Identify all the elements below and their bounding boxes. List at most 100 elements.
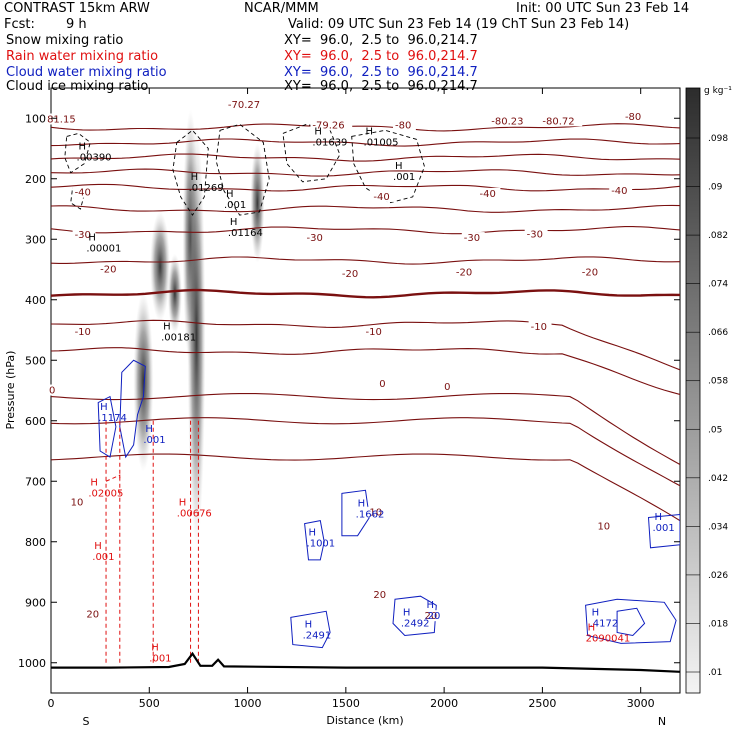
contour-label: 0 (49, 386, 55, 397)
contour-label: -40 (611, 186, 627, 197)
colorbar-tick-label: .082 (708, 231, 728, 241)
x-tick-label: 2500 (528, 697, 556, 710)
y-axis-label: Pressure (hPa) (4, 351, 17, 430)
contour-label-bg (371, 190, 395, 202)
contour-label: -40 (373, 192, 389, 203)
x-tick-label: 1500 (332, 697, 360, 710)
contour-label-bg (528, 321, 552, 332)
maximum-value: .01639 (312, 137, 347, 148)
snow-shade-cell (133, 291, 154, 472)
contour-label: -20 (456, 268, 472, 279)
maximum-marker: H (88, 232, 96, 243)
y-tick-label: 700 (25, 475, 46, 488)
temperature-contour-line-lower (51, 392, 680, 465)
contour-label: -20 (100, 265, 116, 276)
maximum-marker: H (366, 126, 374, 137)
colorbar-tick-label: .074 (708, 280, 728, 290)
maximum-value: .00390 (77, 153, 112, 164)
contour-label: -40 (75, 188, 91, 199)
contour-label: 10 (597, 522, 610, 533)
temperature-contour-line (51, 138, 680, 147)
maximum-marker: H (230, 217, 238, 228)
maximum-marker: H (395, 161, 403, 172)
colorbar-tick-label: .034 (708, 522, 728, 532)
temperature-contour-line (51, 256, 680, 265)
contour-label-bg (579, 266, 603, 278)
terrain-path (51, 651, 680, 673)
maximum-value: .01164 (228, 228, 263, 239)
cloud-water-contour (304, 520, 325, 561)
field-name-rain: Rain water mixing ratio (6, 49, 159, 64)
cloud-water-contour (392, 595, 437, 637)
temperature-contour-line (51, 168, 680, 177)
contour-label: -10 (75, 327, 91, 338)
maximum-marker: H (592, 607, 600, 618)
x-tick-label: 3000 (627, 697, 655, 710)
y-tick-label: 400 (25, 294, 46, 307)
temperature-contour-line (51, 204, 680, 213)
snow-shade-cell (167, 253, 182, 334)
contour-label-bg (371, 589, 388, 601)
x-tick-label: 0 (48, 697, 55, 710)
contour-label: -20 (582, 268, 598, 279)
temperature-contour-line-lower (51, 417, 680, 487)
cloud-water-contour (616, 607, 646, 637)
maximum-marker: H (94, 541, 102, 552)
contour-label: 0 (444, 382, 450, 393)
contour-label-bg (72, 325, 96, 337)
maximum-marker: H (151, 643, 159, 654)
contour-label-bg (540, 115, 583, 127)
contour-label: -30 (527, 229, 543, 240)
contour-label: -30 (75, 230, 91, 241)
cloud-water-contour (97, 395, 117, 458)
init-label: Init: 00 UTC Sun 23 Feb 14 (516, 1, 690, 16)
contour-label-bg (47, 384, 58, 396)
maximum-marker: H (426, 600, 434, 611)
contour-label-bg (477, 187, 501, 199)
cloud-water-contour (119, 359, 146, 459)
maximum-value: .001 (143, 435, 165, 446)
contour-label: -10 (531, 322, 547, 333)
y-tick-label: 800 (25, 536, 46, 549)
model-title: CONTRAST 15km ARW (4, 1, 150, 16)
maximum-marker: H (226, 189, 234, 200)
maximum-value: .4172 (590, 618, 619, 629)
temperature-contour-line (51, 226, 680, 235)
temperature-contour-line (51, 347, 680, 396)
rain-contours (105, 420, 199, 664)
contour-label: -80.72 (542, 116, 574, 127)
maximum-value: .2492 (401, 618, 430, 629)
colorbar-tick-label: .098 (708, 134, 728, 144)
field-name-cloud-water: Cloud water mixing ratio (6, 65, 167, 80)
contour-label: -79.26 (312, 121, 344, 132)
maximum-value: .2491 (303, 631, 332, 642)
rain-contour (105, 474, 121, 482)
maximum-marker: H (163, 321, 171, 332)
maximum-value: .001 (92, 552, 114, 563)
contour-label: -10 (366, 327, 382, 338)
cloud-water-contour (341, 489, 370, 537)
contour-label: 0 (379, 379, 385, 390)
contour-label: -30 (307, 233, 323, 244)
colorbar-tick-label: .066 (708, 328, 728, 338)
cloud-ice-contour (64, 132, 91, 174)
maximum-value: .1001 (307, 539, 336, 550)
org-label: NCAR/MMM (244, 1, 319, 16)
field-name-snow: Snow mixing ratio (6, 33, 124, 48)
contour-label-bg (595, 520, 613, 532)
contour-label-bg (363, 325, 387, 337)
colorbar-tick-label: .01 (708, 668, 722, 678)
y-tick-label: 600 (25, 415, 46, 428)
maximum-marker: H (588, 623, 596, 634)
contour-label: -70.27 (228, 100, 260, 111)
cloud-water-contour (647, 513, 680, 549)
maximum-marker: H (179, 497, 187, 508)
temperature-contour-line (51, 183, 680, 192)
contour-label-bg (524, 228, 548, 240)
y-tick-label: 200 (25, 173, 46, 186)
x-axis-label: Distance (km) (326, 714, 403, 727)
cloud-ice-contour (351, 129, 425, 204)
contour-label-bg (367, 506, 385, 518)
x-tick-label: 500 (139, 697, 160, 710)
